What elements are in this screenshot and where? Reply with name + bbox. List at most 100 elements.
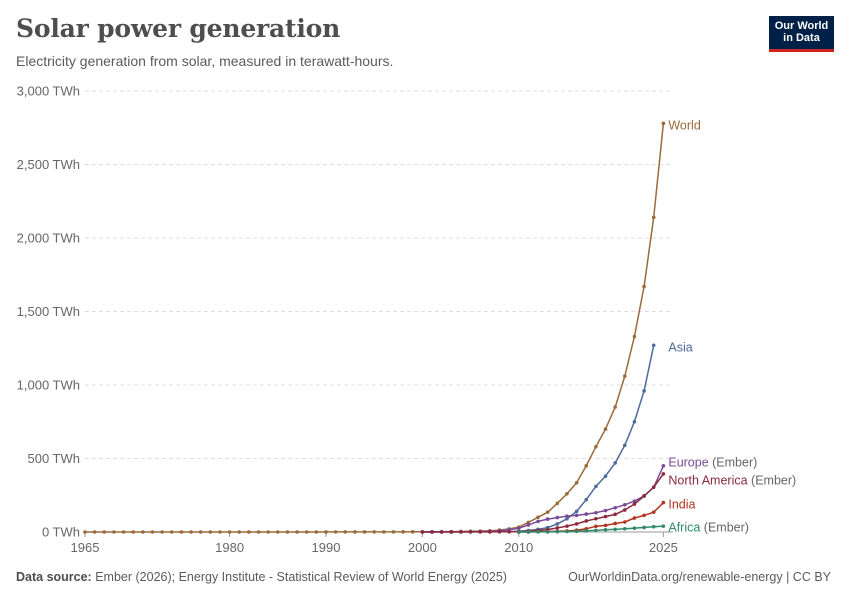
data-point	[121, 530, 126, 534]
series-label-name: North America	[668, 474, 747, 488]
data-point	[555, 529, 560, 534]
chart-title: Solar power generation	[16, 14, 341, 43]
data-point	[372, 530, 376, 534]
series-label-name: Asia	[668, 341, 692, 355]
data-point	[574, 509, 579, 514]
data-point	[526, 523, 531, 527]
data-point	[623, 374, 627, 378]
data-point	[507, 529, 511, 534]
x-tick-label: 2000	[408, 540, 437, 555]
line-chart: 0 TWh 500 TWh 1,000 TWh 1,500 TWh 2,000 TWh 2…	[17, 84, 797, 556]
data-point	[661, 472, 666, 476]
series-line	[518, 525, 664, 533]
series-label: North America (Ember)	[668, 474, 796, 488]
data-point	[574, 529, 579, 534]
grid-layer	[85, 90, 673, 459]
data-point	[613, 505, 617, 510]
data-point	[584, 464, 589, 468]
y-tick-label: 500 TWh	[27, 451, 80, 466]
data-point	[623, 503, 627, 507]
data-point	[594, 528, 598, 533]
data-point	[189, 530, 193, 534]
chart-subtitle: Electricity generation from solar, measu…	[16, 53, 394, 69]
data-point	[545, 510, 550, 514]
y-tick-label: 1,000 TWh	[17, 378, 80, 393]
data-point	[642, 525, 646, 530]
data-point	[594, 524, 598, 529]
y-tick-label: 0 TWh	[42, 525, 80, 540]
data-point	[603, 523, 608, 528]
data-point	[430, 530, 434, 534]
data-point	[468, 530, 473, 534]
data-point	[613, 512, 617, 517]
data-point	[324, 530, 328, 534]
data-point	[623, 508, 627, 512]
data-point	[83, 530, 87, 534]
data-point	[603, 474, 608, 478]
data-point	[160, 530, 164, 534]
series-line	[85, 123, 665, 533]
data-point	[632, 334, 637, 339]
data-point	[555, 501, 560, 506]
series-label: Asia	[668, 341, 692, 355]
source-url-link[interactable]: OurWorldinData.org/renewable-energy | CC…	[568, 570, 831, 584]
data-point	[545, 530, 550, 534]
data-point	[169, 530, 174, 534]
data-point	[623, 443, 627, 448]
data-point	[555, 526, 560, 530]
data-point	[410, 530, 415, 534]
data-point	[343, 530, 348, 534]
data-point	[565, 524, 569, 528]
owid-logo[interactable]: Our World in Data	[769, 16, 834, 52]
data-point	[613, 461, 617, 465]
data-point	[208, 530, 213, 534]
data-point	[632, 516, 637, 520]
data-point	[623, 526, 627, 531]
x-tick-label: 1990	[312, 540, 341, 555]
series-line	[422, 465, 665, 533]
data-point	[92, 530, 97, 534]
data-point	[266, 530, 270, 534]
data-point	[632, 419, 637, 424]
data-point	[141, 530, 145, 534]
data-point	[247, 530, 251, 534]
data-point	[651, 215, 656, 220]
axis-layer: 0 TWh 500 TWh 1,000 TWh 1,500 TWh 2,000 TWh 2…	[17, 84, 678, 556]
data-point	[362, 530, 367, 534]
series-label: World	[668, 119, 700, 133]
data-point	[642, 389, 646, 393]
data-point	[584, 519, 589, 523]
logo-line-2: in Data	[783, 32, 820, 44]
data-point	[574, 513, 579, 518]
data-point	[651, 485, 656, 489]
data-point	[594, 510, 598, 515]
data-source-label: Data source:	[16, 570, 92, 584]
data-point	[584, 512, 589, 516]
series-label-suffix: (Ember)	[709, 456, 758, 470]
data-point	[391, 530, 396, 534]
data-point	[227, 530, 232, 534]
data-point	[459, 530, 463, 534]
x-tick-label: 2010	[504, 540, 533, 555]
data-point	[179, 530, 184, 534]
data-point	[285, 530, 290, 534]
data-point	[642, 494, 646, 498]
data-point	[353, 530, 357, 534]
data-source-text: Ember (2026); Energy Institute - Statist…	[95, 570, 507, 584]
data-point	[102, 530, 107, 534]
data-point	[632, 526, 637, 530]
data-source: Data source: Ember (2026); Energy Instit…	[16, 570, 507, 584]
series-line	[422, 473, 665, 533]
data-point	[574, 480, 579, 485]
data-point	[314, 530, 319, 534]
data-point	[275, 530, 280, 534]
data-point	[420, 530, 425, 534]
y-tick-label: 2,500 TWh	[17, 157, 80, 172]
data-point	[565, 516, 569, 521]
data-point	[651, 343, 656, 348]
data-point	[218, 530, 222, 534]
data-point	[661, 464, 666, 468]
series-label-name: Africa	[668, 521, 700, 535]
data-point	[565, 514, 569, 518]
